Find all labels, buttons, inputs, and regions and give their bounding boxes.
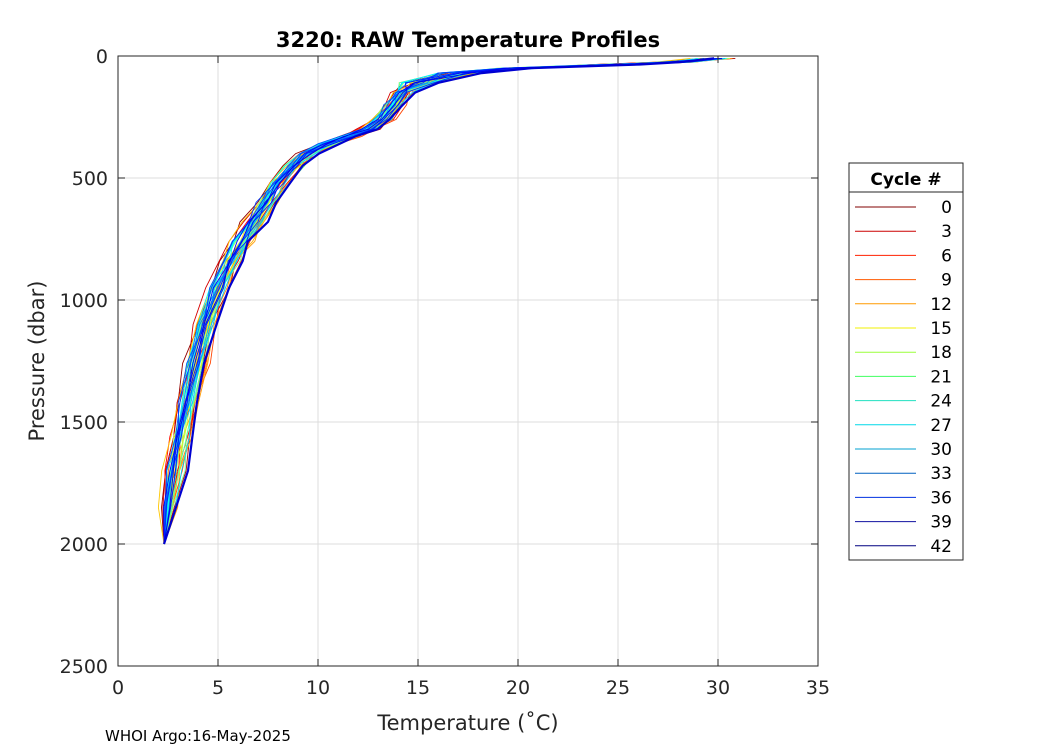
y-axis-ticks: 0 500 1000 1500 2000 2500 — [60, 46, 818, 678]
profile-line — [163, 57, 728, 545]
profile-line — [163, 57, 714, 545]
plot-frame — [117, 55, 819, 667]
profile-line — [163, 57, 713, 545]
profile-line — [163, 57, 720, 545]
x-tick-label: 0 — [112, 677, 124, 699]
profile-line — [163, 57, 707, 545]
legend-label: 36 — [930, 488, 952, 508]
profile-line — [163, 57, 717, 545]
profile-line — [163, 57, 706, 544]
legend-label: 24 — [930, 392, 952, 412]
legend-title: Cycle # — [870, 170, 941, 190]
profile-line — [163, 57, 705, 545]
profile-line — [157, 57, 691, 545]
profile-line — [163, 57, 726, 545]
profile-line — [162, 57, 715, 545]
profile-line — [163, 57, 723, 545]
y-tick-label: 2000 — [60, 534, 108, 556]
x-tick-label: 10 — [306, 677, 330, 699]
x-tick-label: 5 — [212, 677, 224, 699]
profile-line — [163, 57, 729, 545]
y-tick-label: 500 — [72, 168, 108, 190]
profile-line — [163, 57, 716, 545]
profile-line — [163, 57, 722, 545]
y-tick-label: 1000 — [60, 290, 108, 312]
profile-line — [163, 57, 718, 545]
y-tick-label: 2500 — [60, 656, 108, 678]
profile-line — [163, 57, 718, 545]
footer-credit: WHOI Argo:16-May-2025 — [105, 727, 291, 745]
profile-line — [163, 57, 704, 545]
profile-line — [163, 57, 733, 545]
x-axis-ticks: 0 5 10 15 20 25 30 35 — [112, 56, 830, 699]
profile-line — [163, 57, 715, 545]
x-tick-label: 20 — [506, 677, 530, 699]
profile-line — [163, 57, 725, 545]
y-tick-label: 1500 — [60, 412, 108, 434]
profile-lines — [157, 57, 736, 545]
x-tick-label: 25 — [606, 677, 630, 699]
profile-line — [163, 57, 727, 545]
legend-label: 3 — [941, 222, 952, 242]
legend-label: 27 — [930, 416, 952, 436]
legend-label: 15 — [930, 319, 952, 339]
profile-line — [163, 57, 721, 545]
profile-line — [163, 57, 731, 545]
legend-label: 6 — [941, 246, 952, 266]
legend-label: 12 — [930, 295, 952, 315]
profile-line — [163, 57, 736, 545]
profile-line — [163, 57, 716, 545]
chart-title: 3220: RAW Temperature Profiles — [276, 28, 660, 52]
profile-line — [163, 57, 715, 545]
legend-label: 33 — [930, 464, 952, 484]
legend-label: 39 — [930, 513, 952, 533]
profile-line — [163, 57, 705, 545]
legend-label: 9 — [941, 271, 952, 291]
profile-line — [161, 57, 718, 545]
legend-label: 30 — [930, 440, 952, 460]
profile-line — [163, 57, 719, 545]
profile-line — [163, 57, 700, 545]
grid-lines — [118, 56, 818, 666]
legend-label: 0 — [941, 198, 952, 218]
profile-line — [163, 57, 707, 545]
profile-line — [163, 57, 719, 545]
legend-label: 18 — [930, 343, 952, 363]
legend-box — [848, 162, 964, 561]
legend-label: 42 — [930, 537, 952, 557]
profile-line — [163, 57, 716, 545]
x-tick-label: 30 — [706, 677, 730, 699]
x-tick-label: 35 — [806, 677, 830, 699]
profile-line — [163, 57, 700, 545]
y-tick-label: 0 — [96, 46, 108, 68]
profile-line — [162, 57, 703, 545]
y-axis-label: Pressure (dbar) — [25, 281, 49, 442]
profile-line — [163, 57, 714, 545]
x-tick-label: 15 — [406, 677, 430, 699]
profile-line — [163, 57, 727, 545]
profile-line — [163, 57, 726, 545]
profile-line — [163, 57, 722, 545]
x-axis-label: Temperature (˚C) — [376, 711, 558, 735]
profile-line — [163, 57, 723, 545]
legend-label: 21 — [930, 367, 952, 387]
